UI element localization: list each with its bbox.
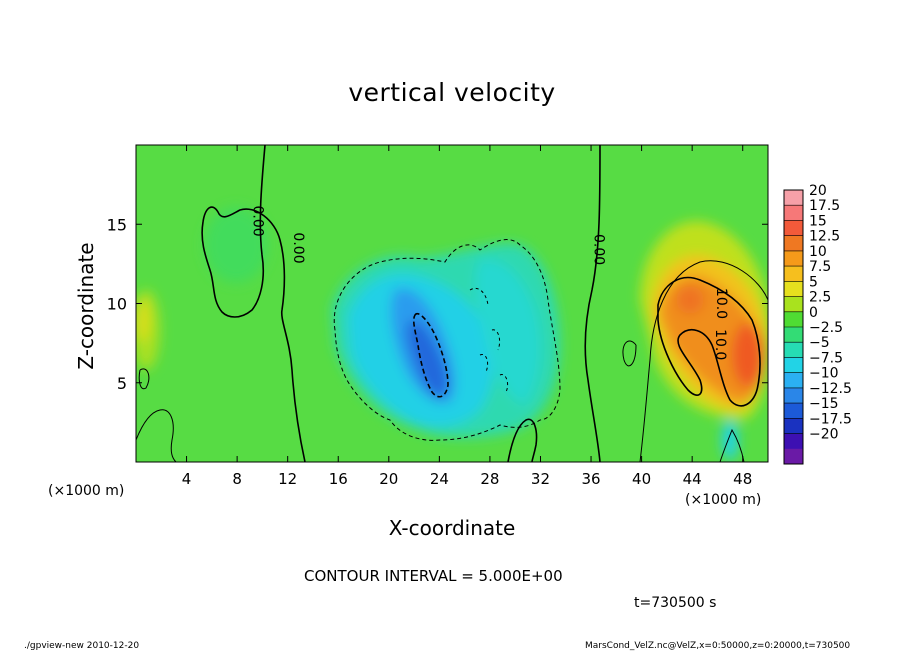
colorbar-swatch — [784, 387, 803, 404]
x-unit-label-left: (×1000 m) — [48, 483, 125, 499]
contour-small-left — [136, 409, 177, 462]
colorbar-swatch — [784, 372, 803, 389]
contour-label: 0.00 — [249, 205, 265, 236]
colorbar-swatch — [784, 190, 803, 206]
x-tick-label: 24 — [430, 470, 449, 488]
contour-label: 0.00 — [290, 232, 306, 263]
contour-ring-right — [622, 340, 637, 367]
colorbar-swatch — [784, 311, 803, 328]
x-unit-label-right: (×1000 m) — [685, 492, 762, 508]
colorbar-swatch — [784, 235, 803, 252]
zero-contour-left — [201, 145, 306, 462]
contour-10-right — [657, 276, 761, 407]
colorbar: 2017.51512.5107.552.50−2.5−5−7.5−10−12.5… — [783, 183, 852, 465]
x-axis-label: X-coordinate — [388, 516, 516, 540]
colorbar-swatch — [784, 281, 803, 297]
colorbar-label: 20 — [809, 183, 827, 199]
x-tick-label: 44 — [683, 470, 702, 488]
y-tick-label: 5 — [117, 374, 127, 393]
colorbar-swatch — [784, 418, 803, 434]
contour-neg5 — [333, 239, 561, 441]
colorbar-label: 17.5 — [809, 198, 840, 214]
colorbar-swatch — [784, 327, 803, 343]
colorbar-label: 7.5 — [809, 259, 831, 275]
colorbar-swatch — [784, 342, 803, 358]
colorbar-label: −7.5 — [809, 350, 843, 366]
contour-label: 10.0 — [713, 288, 729, 319]
x-tick-label: 36 — [581, 470, 600, 488]
contour-bottom-right — [719, 428, 745, 462]
x-tick-label: 48 — [733, 470, 752, 488]
time-label: t=730500 s — [634, 595, 717, 611]
x-tick-label: 12 — [278, 470, 297, 488]
colorbar-label: 2.5 — [809, 290, 831, 306]
contour-label: 0.00 — [591, 234, 607, 265]
colorbar-label: −15 — [809, 396, 839, 412]
colorbar-label: 10 — [809, 244, 827, 260]
colorbar-swatch — [784, 220, 803, 236]
y-tick-label: 15 — [107, 215, 127, 234]
x-tick-label: 32 — [531, 470, 550, 488]
colorbar-swatch — [784, 433, 803, 450]
colorbar-swatch — [784, 357, 803, 373]
colorbar-swatch — [784, 403, 803, 419]
colorbar-label: 5 — [809, 274, 818, 290]
colorbar-label: 0 — [809, 305, 818, 321]
footer-left-text: ./gpview-new 2010-12-20 — [24, 641, 140, 651]
colorbar-swatch — [784, 296, 803, 313]
colorbar-swatch — [784, 205, 803, 221]
contour-ring-left — [138, 368, 150, 390]
colorbar-label: −5 — [809, 335, 830, 351]
colorbar-label: −17.5 — [809, 411, 852, 427]
colorbar-label: −2.5 — [809, 320, 843, 336]
contour-lines — [136, 145, 768, 462]
x-tick-label: 40 — [632, 470, 651, 488]
y-tick-label: 10 — [107, 295, 127, 314]
contour-interval-label: CONTOUR INTERVAL = 5.000E+00 — [304, 567, 563, 585]
zero-contour-right — [584, 145, 601, 462]
x-tick-label: 28 — [480, 470, 499, 488]
contour-label: 10.0 — [712, 329, 728, 360]
colorbar-swatch — [784, 266, 803, 282]
plot-area — [136, 145, 768, 462]
contour-zero-bottom — [507, 418, 538, 462]
footer-right-text: MarsCond_VelZ.nc@VelZ,x=0:50000,z=0:2000… — [585, 641, 851, 651]
shading-field — [136, 207, 768, 460]
contour-labels: 0.00 0.00 0.00 10.0 10.0 — [249, 205, 729, 360]
contour-neg10 — [412, 313, 449, 398]
colorbar-label: −20 — [809, 427, 839, 443]
colorbar-label: 12.5 — [809, 229, 840, 245]
x-tick-label: 4 — [182, 470, 192, 488]
colorbar-label: 15 — [809, 213, 827, 229]
colorbar-swatch — [784, 448, 803, 465]
colorbar-swatch — [784, 250, 803, 267]
x-tick-label: 16 — [329, 470, 348, 488]
chart-title: vertical velocity — [348, 78, 556, 107]
x-tick-label: 8 — [232, 470, 242, 488]
colorbar-label: −12.5 — [809, 381, 852, 397]
colorbar-label: −10 — [809, 366, 839, 382]
contour-5-right — [639, 260, 768, 462]
contour-neg5-fragments — [469, 287, 509, 393]
x-tick-label: 20 — [379, 470, 398, 488]
